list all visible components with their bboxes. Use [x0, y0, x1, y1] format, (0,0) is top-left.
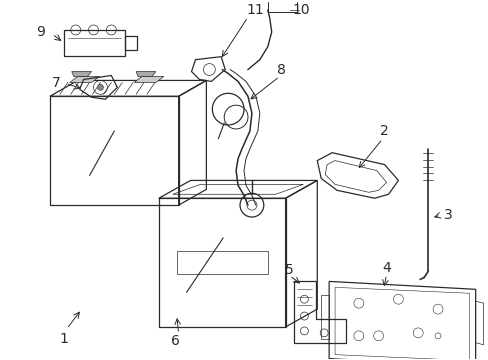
- Text: 1: 1: [59, 332, 68, 346]
- Text: 2: 2: [380, 124, 388, 138]
- Text: 3: 3: [443, 208, 451, 222]
- Polygon shape: [136, 72, 156, 76]
- Text: 8: 8: [277, 63, 285, 77]
- Text: 11: 11: [245, 3, 263, 17]
- Polygon shape: [70, 76, 99, 82]
- Polygon shape: [134, 76, 163, 82]
- Polygon shape: [72, 72, 91, 76]
- Text: 5: 5: [285, 262, 293, 276]
- Circle shape: [97, 84, 103, 90]
- Text: 7: 7: [51, 76, 60, 90]
- Text: 6: 6: [171, 334, 180, 348]
- Text: 4: 4: [382, 261, 390, 275]
- Text: 10: 10: [292, 3, 309, 17]
- Text: 9: 9: [36, 25, 44, 39]
